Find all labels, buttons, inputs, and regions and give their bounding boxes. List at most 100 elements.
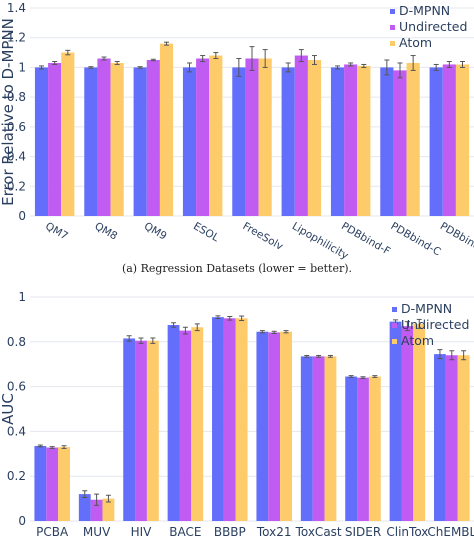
bar-d-mpnn-qm9	[133, 67, 147, 216]
bar-atom-chembl	[457, 355, 470, 521]
bar-undirected-qm7	[48, 62, 62, 216]
bar-d-mpnn-chembl	[434, 354, 446, 521]
x-tick-label: MUV	[83, 525, 111, 539]
y-tick-label: 0.4	[7, 150, 26, 164]
x-tick-label: BACE	[169, 525, 201, 539]
bar-undirected-lipophilicity	[294, 55, 308, 216]
bar-undirected-pcba	[46, 447, 59, 521]
bar-undirected-clintox	[401, 326, 414, 521]
bar-atom-sider	[368, 376, 381, 521]
legend-swatch	[390, 41, 395, 46]
bar-undirected-sider	[357, 377, 369, 521]
bar-atom-toxcast	[324, 356, 337, 521]
bar-d-mpnn-qm7	[34, 67, 49, 216]
bar-atom-esol	[209, 55, 223, 216]
bar-atom-clintox	[413, 323, 426, 521]
y-axis-title: AUC	[0, 393, 17, 425]
bar-undirected-hiv	[135, 340, 147, 521]
bar-undirected-freesolv	[245, 58, 259, 217]
bar-atom-qm8	[110, 62, 124, 216]
legend-label: D-MPNN	[401, 301, 452, 316]
x-tick-label: QM7	[43, 220, 70, 242]
bar-d-mpnn-pdbbind-c	[380, 67, 394, 216]
bar-d-mpnn-tox21	[256, 331, 269, 521]
bar-atom-pdbbind-f	[357, 65, 371, 216]
bar-atom-freesolv	[258, 58, 272, 217]
y-tick-label: 1	[18, 60, 26, 74]
bar-undirected-toxcast	[312, 356, 325, 521]
bar-d-mpnn-clintox	[389, 321, 402, 521]
x-tick-label: PCBA	[36, 525, 69, 539]
bar-atom-qm9	[159, 43, 174, 217]
x-tick-label: QM8	[93, 220, 120, 242]
regression-chart: 0 0.2 0.4 0.6 0.8 1 1.2 1.4 Error Relative to D-…	[0, 1, 474, 262]
bar-d-mpnn-pdbbind-f	[330, 67, 345, 216]
bar-d-mpnn-qm8	[84, 67, 98, 216]
x-tick-label: ClinTox	[386, 525, 428, 539]
legend-swatch	[392, 323, 397, 328]
y-tick-label: 1	[18, 290, 26, 304]
x-tick-label: FreeSolv	[241, 220, 286, 253]
bar-d-mpnn-freesolv	[232, 67, 246, 216]
y-tick-label: 0.2	[7, 179, 26, 193]
legend-swatch	[392, 307, 397, 312]
legend-label: Undirected	[401, 317, 469, 332]
x-tick-label: ChEMBL	[427, 525, 474, 539]
y-tick-label: 0	[18, 209, 26, 223]
bar-undirected-qm8	[97, 58, 111, 217]
bar-atom-pdbbind-c	[406, 62, 420, 216]
bar-undirected-tox21	[268, 332, 281, 521]
bar-atom-pcba	[58, 447, 70, 521]
bar-d-mpnn-esol	[182, 67, 197, 216]
bar-atom-tox21	[280, 331, 292, 521]
bar-d-mpnn-bbbp	[212, 317, 224, 521]
bar-d-mpnn-sider	[345, 376, 358, 521]
y-tick-label: 0.4	[7, 424, 26, 438]
bar-undirected-chembl	[445, 355, 458, 521]
y-tick-label: 1.4	[7, 1, 26, 15]
bar-undirected-bace	[179, 330, 192, 521]
x-tick-label: ToxCast	[295, 525, 342, 539]
bar-d-mpnn-muv	[78, 494, 91, 521]
y-tick-label: 0.6	[7, 380, 26, 394]
y-tick-label: 0.2	[7, 469, 26, 483]
bar-undirected-pdbbind-r	[442, 64, 456, 216]
x-tick-label: SIDER	[345, 525, 381, 539]
bar-d-mpnn-pcba	[34, 445, 47, 521]
bar-atom-bace	[191, 327, 204, 521]
bar-atom-qm7	[61, 52, 75, 217]
bar-d-mpnn-pdbbind-r	[429, 67, 443, 216]
x-tick-label: PDBbind-R	[438, 220, 474, 258]
bar-atom-pdbbind-r	[455, 64, 470, 216]
legend-label: Atom	[399, 35, 432, 50]
legend-label: Atom	[401, 333, 434, 348]
bar-undirected-pdbbind-c	[393, 70, 407, 217]
bar-d-mpnn-hiv	[123, 338, 136, 521]
legend-swatch	[390, 25, 395, 30]
bar-atom-lipophilicity	[307, 60, 322, 216]
bar-undirected-muv	[90, 499, 103, 521]
legend-label: Undirected	[399, 19, 467, 34]
classification-chart: 0 0.2 0.4 0.6 0.8 1 AUC PCBA MUV HIV BACE BBBP Tox21…	[0, 290, 474, 539]
y-tick-label: 0.8	[7, 335, 26, 349]
y-tick-label: 0.8	[7, 90, 26, 104]
legend-swatch	[390, 9, 395, 14]
x-tick-label: Tox21	[256, 525, 292, 539]
y-axis-title: Error Relative to D-MPNN	[0, 18, 17, 206]
bar-undirected-pdbbind-f	[344, 64, 358, 216]
caption-a: (a) Regression Datasets (lower = better)…	[121, 262, 353, 275]
legend-swatch	[392, 339, 397, 344]
bar-atom-muv	[102, 498, 115, 521]
bar-d-mpnn-bace	[167, 325, 180, 521]
legend-label: D-MPNN	[399, 3, 450, 18]
bar-atom-hiv	[146, 340, 159, 521]
x-tick-label: PDBbind-C	[389, 220, 443, 258]
x-tick-label: QM9	[142, 220, 169, 242]
bar-atom-bbbp	[235, 318, 248, 521]
y-tick-label: 0.6	[7, 120, 26, 134]
bar-d-mpnn-toxcast	[300, 356, 313, 521]
x-tick-label: BBBP	[214, 525, 246, 539]
bar-undirected-bbbp	[223, 318, 236, 521]
y-tick-label: 0	[18, 514, 26, 528]
